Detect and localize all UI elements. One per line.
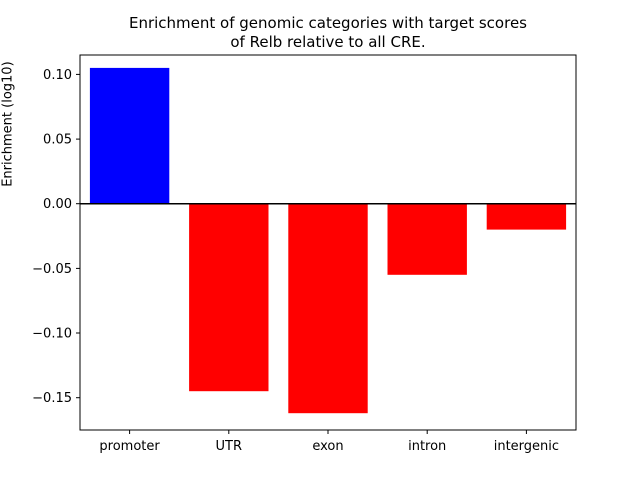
y-tick-label: −0.05: [32, 262, 72, 277]
x-tick-label: UTR: [216, 439, 243, 454]
x-tick-label: promoter: [99, 439, 160, 454]
chart-title-line-1: Enrichment of genomic categories with ta…: [128, 14, 527, 32]
y-tick-label: 0.00: [43, 197, 72, 212]
bar-intergenic: [486, 203, 567, 230]
bar-UTR: [189, 203, 269, 392]
y-tick-label: 0.05: [43, 133, 72, 148]
chart-title-line-2: of Relb relative to all CRE.: [230, 32, 426, 51]
y-tick-label: −0.10: [32, 327, 72, 342]
x-tick-label: intergenic: [494, 439, 559, 454]
bar-exon: [288, 203, 368, 414]
y-tick-label: 0.10: [43, 68, 72, 83]
chart-title: Enrichment of genomic categories with ta…: [80, 14, 576, 52]
bar-intron: [387, 203, 467, 275]
bar-promoter: [89, 67, 170, 204]
x-tick-label: intron: [408, 439, 446, 454]
y-tick-label: −0.15: [32, 391, 72, 406]
x-tick-label: exon: [312, 439, 343, 454]
